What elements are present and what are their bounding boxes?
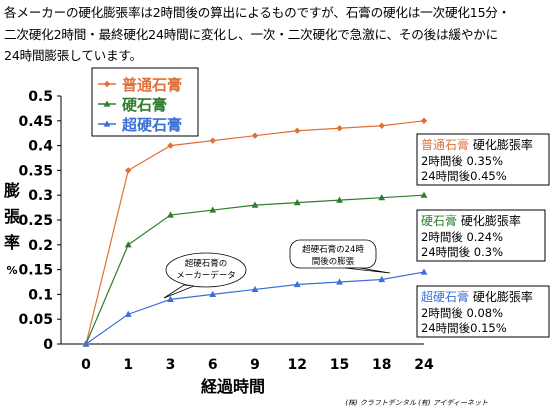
data-point [209,137,216,144]
data-point [294,127,301,134]
intro-text: 各メーカーの硬化膨張率は2時間後の算出によるものですが、石膏の硬化は一次硬化15… [4,2,548,67]
x-tick-label: 15 [330,357,349,373]
intro-line: 二次硬化2時間・最終硬化24時間に変化し、一次・二次硬化で急激に、その後は緩やか… [4,26,499,42]
y-tick-label: 0.4 [28,139,53,155]
data-point [378,122,385,129]
y-tick-label: 0.25 [18,213,53,229]
y-axis-label: 率 [4,233,20,252]
annotation-line: 24時間後 0.3% [421,245,503,259]
y-tick-label: 0.15 [18,263,53,279]
callout-tail-24h [344,267,391,274]
annotation-box [416,209,546,262]
y-tick-label: 0.3 [28,188,53,204]
callout-text: 超硬石膏の24時 [302,244,364,255]
y-tick-label: 0.05 [18,312,53,328]
x-tick-label: 18 [372,357,391,373]
annotation-title: 普通石膏 硬化膨張率 [421,137,533,152]
callout-text: メーカーデータ [176,270,236,281]
annotation-line: 24時間後0.45% [421,169,507,183]
x-tick-label: 12 [288,357,307,373]
data-point [251,285,259,293]
y-tick-label: 0.1 [28,287,53,303]
annotation-title: 硬石膏 硬化膨張率 [421,213,521,228]
y-tick-label: 0.2 [28,238,53,254]
x-tick-label: 6 [208,357,218,373]
annotation-line: 2時間後 0.24% [421,230,503,244]
y-tick-label: 0.5 [28,89,53,105]
x-tick-label: 24 [414,357,434,373]
series-line [85,194,425,345]
credit-text: (株) クラフトデンタル (有) アイディーネット [345,399,488,407]
x-tick-label: 9 [250,357,260,373]
data-point [167,295,174,302]
callout-text: 超硬石膏の [185,258,228,269]
annotation-title: 超硬石膏 硬化膨張率 [421,289,533,304]
intro-line: 24時間膨張しています。 [4,48,142,63]
annotation-line: 24時間後0.15% [421,321,507,335]
legend-marker [103,120,111,127]
data-point [209,290,217,297]
annotation-line: 2時間後 0.08% [421,306,503,320]
series-line [85,120,425,345]
data-point [124,241,132,248]
legend-marker [103,100,111,107]
data-point [124,310,132,317]
annotation-line: 2時間後 0.35% [421,154,503,168]
data-point [336,196,343,203]
legend-label: 普通石膏 [122,76,182,94]
y-axis-label: 張 [4,207,21,226]
intro-line: 各メーカーの硬化膨張率は2時間後の算出によるものですが、石膏の硬化は一次硬化15… [4,5,511,20]
data-point [293,199,301,206]
series-line [85,271,425,345]
callout-text: 間後の膨張 [312,256,355,267]
x-tick-label: 3 [166,357,176,373]
data-point [167,211,174,218]
y-axis-label: % [6,264,17,277]
data-point [209,206,217,213]
data-point [378,194,386,201]
data-point [82,340,90,347]
data-point [336,278,343,285]
legend-marker [103,80,111,88]
y-tick-label: 0.45 [18,114,53,130]
data-point [420,268,428,275]
callout-bubble-maker [165,252,247,288]
data-point [251,132,259,139]
data-point [251,201,259,208]
legend-label: 超硬石膏 [121,116,182,134]
callout-tail-maker [163,284,195,299]
data-point [293,280,301,288]
data-point [167,142,174,149]
legend-label: 硬石膏 [122,96,167,114]
callout-bubble-24h [289,239,377,269]
y-tick-label: 0 [43,337,53,353]
data-point [420,191,428,198]
data-point [125,167,132,174]
y-tick-label: 0.35 [18,163,53,179]
annotation-box [416,133,550,186]
data-point [336,125,343,132]
y-axis-label: 膨 [4,181,20,200]
data-point [420,117,428,124]
x-tick-label: 1 [123,357,133,373]
x-tick-label: 0 [81,357,91,373]
x-axis-label: 経過時間 [201,377,265,396]
data-point [378,275,386,283]
annotation-box [416,285,550,338]
